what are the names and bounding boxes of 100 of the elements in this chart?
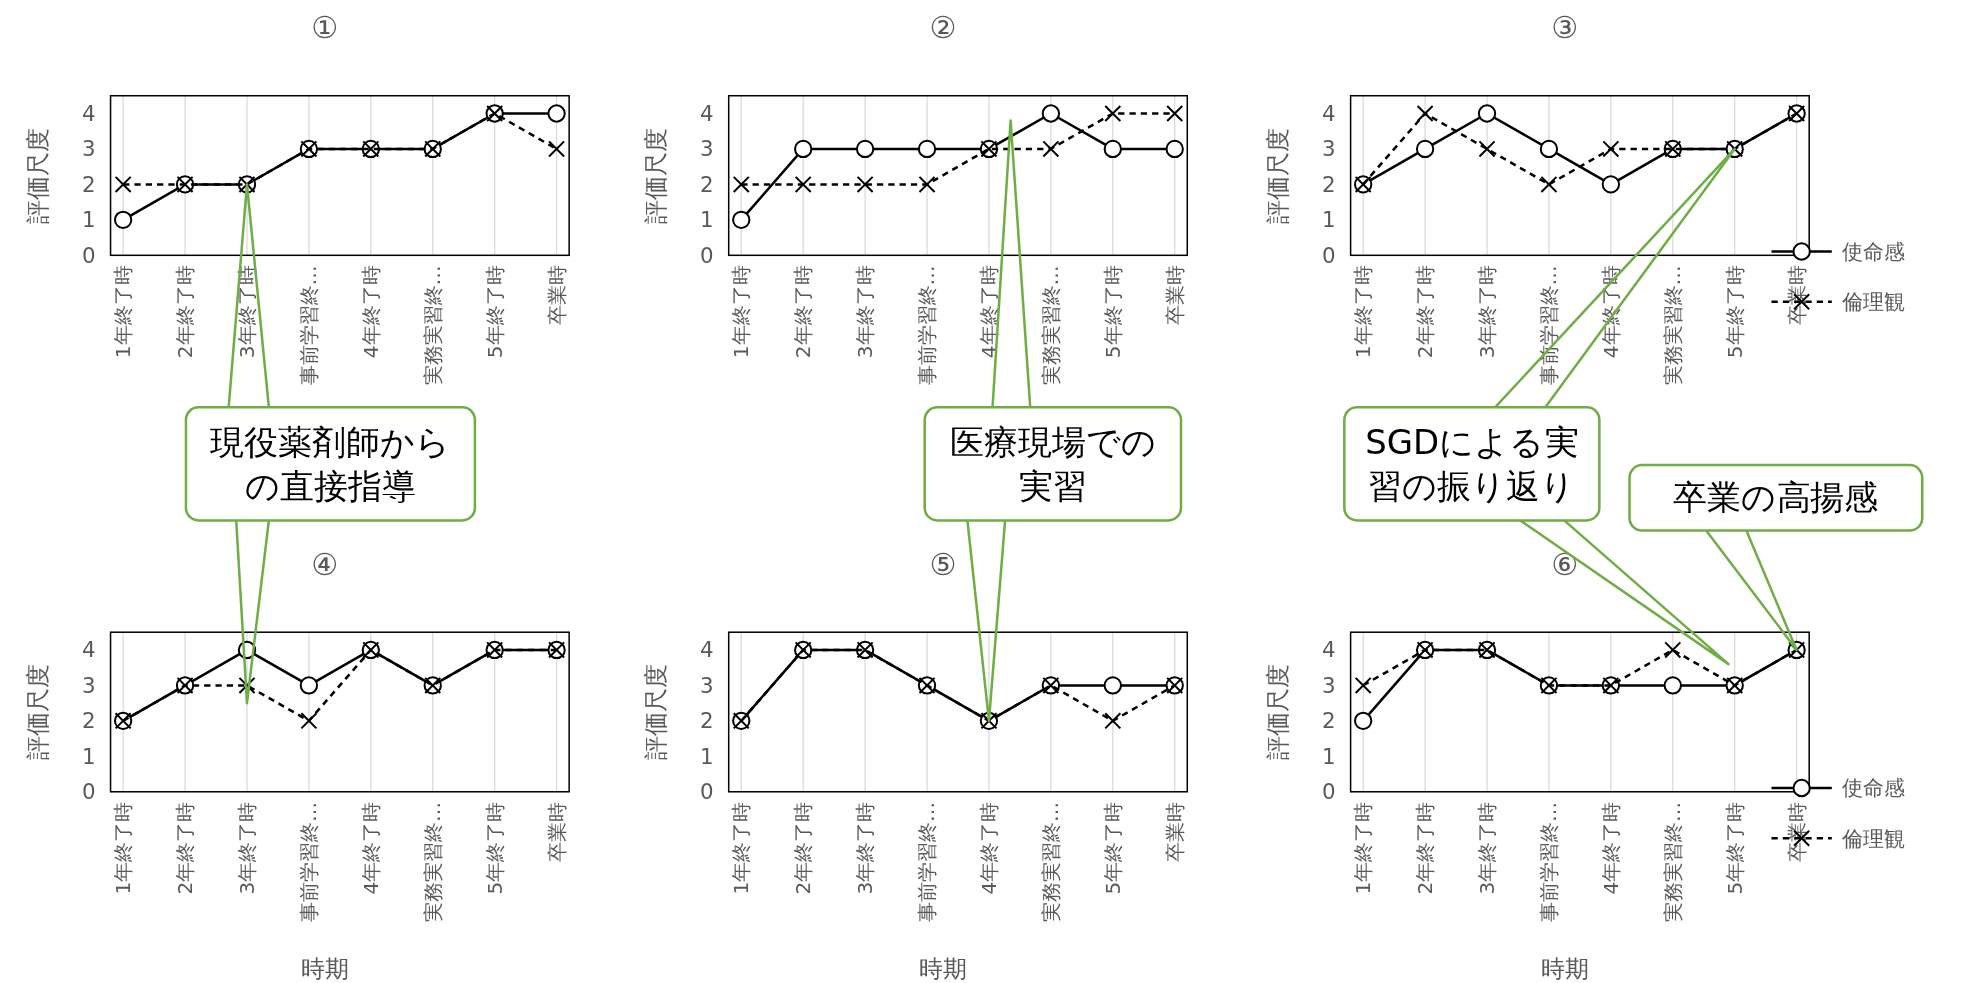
y-tick-label: 2 [1321, 171, 1336, 197]
point [1165, 139, 1184, 159]
y-axis-title: 評価尺度 [23, 663, 52, 760]
y-tick-label: 1 [1321, 743, 1336, 769]
point [1166, 104, 1184, 123]
x-tick-label: 2年終了時 [791, 801, 816, 895]
x-tick-label: 2年終了時 [173, 801, 198, 895]
x-tick-label: 1年終了時 [1351, 801, 1376, 895]
point [113, 210, 133, 230]
x-tick-label: 実務実習終… [1038, 801, 1063, 922]
y-tick-label: 3 [81, 136, 96, 162]
chart-title: ② [929, 10, 957, 46]
y-tick-label: 1 [81, 743, 96, 769]
point [794, 139, 813, 159]
y-tick-label: 0 [81, 242, 96, 268]
x-tick-label: 5年終了時 [1722, 801, 1747, 895]
x-tick-label: 4年終了時 [976, 801, 1001, 895]
chart-title: ⑤ [929, 546, 957, 582]
y-tick-label: 4 [1321, 637, 1336, 663]
y-tick-label: 1 [81, 207, 96, 233]
point [1416, 104, 1434, 123]
y-tick-label: 0 [700, 779, 714, 805]
point [1104, 104, 1122, 123]
y-tick-label: 0 [1321, 242, 1336, 268]
y-tick-label: 3 [1321, 136, 1336, 162]
point [1042, 140, 1060, 158]
x-axis-title: 時期 [918, 954, 967, 983]
point [732, 210, 751, 230]
point [1103, 139, 1122, 159]
point [856, 175, 874, 193]
x-tick-label: 卒業時 [544, 801, 569, 862]
x-tick-label: 事前学習終… [915, 265, 940, 386]
chart-title: ① [311, 10, 339, 46]
x-tick-label: 卒業時 [1162, 265, 1187, 326]
x-tick-label: 実務実習終… [1038, 265, 1063, 386]
x-tick-label: 4年終了時 [358, 801, 383, 895]
point [548, 140, 566, 158]
y-tick-label: 3 [81, 672, 96, 698]
y-axis-title: 評価尺度 [641, 127, 670, 224]
x-tick-label: 1年終了時 [111, 801, 136, 895]
point [732, 175, 750, 193]
y-axis-title: 評価尺度 [23, 127, 52, 224]
x-tick-label: 1年終了時 [729, 265, 754, 359]
y-tick-label: 3 [1321, 672, 1336, 698]
x-tick-label: 5年終了時 [482, 801, 507, 895]
x-tick-label: 3年終了時 [234, 801, 259, 895]
x-tick-label: 2年終了時 [791, 265, 816, 359]
x-tick-label: 事前学習終… [296, 265, 321, 386]
x-tick-label: 事前学習終… [296, 801, 321, 922]
x-tick-label: 2年終了時 [173, 265, 198, 359]
y-tick-label: 3 [700, 136, 714, 162]
point [917, 139, 937, 159]
point [300, 712, 318, 730]
y-tick-label: 4 [81, 100, 96, 126]
x-tick-label: 2年終了時 [1413, 801, 1438, 895]
x-tick-label: 5年終了時 [1100, 801, 1125, 895]
x-axis-title: 時期 [300, 954, 349, 983]
y-tick-label: 2 [1321, 708, 1336, 734]
y-tick-label: 4 [81, 637, 96, 663]
y-tick-label: 1 [700, 743, 714, 769]
x-tick-label: 実務実習終… [420, 265, 445, 386]
point [238, 676, 256, 694]
y-tick-label: 4 [1321, 100, 1336, 126]
point [918, 175, 936, 193]
y-tick-label: 2 [700, 708, 714, 734]
y-tick-label: 3 [700, 672, 714, 698]
y-tick-label: 1 [700, 207, 714, 233]
legend-label: 使命感 [1841, 775, 1905, 801]
x-tick-label: 1年終了時 [729, 801, 754, 895]
y-tick-label: 0 [81, 779, 96, 805]
chart-title: ④ [311, 546, 339, 582]
point [299, 676, 319, 695]
text: 医療現場での実習 [948, 421, 1157, 508]
point [1477, 104, 1497, 123]
y-axis-title: 評価尺度 [1263, 127, 1292, 224]
y-tick-label: 2 [81, 171, 96, 197]
y-tick-label: 2 [700, 171, 714, 197]
y-tick-label: 4 [700, 637, 714, 663]
x-tick-label: 3年終了時 [1475, 801, 1500, 895]
x-tick-label: 3年終了時 [853, 801, 878, 895]
y-axis-title: 評価尺度 [641, 663, 670, 760]
x-axis-title: 時期 [1540, 954, 1589, 983]
x-tick-label: 事前学習終… [915, 801, 940, 922]
legend-label: 使命感 [1841, 239, 1905, 265]
point [114, 175, 132, 193]
point [1354, 676, 1372, 694]
x-tick-label: 4年終了時 [358, 265, 383, 359]
x-tick-label: 1年終了時 [111, 265, 136, 359]
x-tick-label: 5年終了時 [482, 265, 507, 359]
y-axis-title: 評価尺度 [1263, 663, 1292, 760]
x-tick-label: 卒業時 [544, 265, 569, 326]
x-tick-label: 3年終了時 [853, 265, 878, 359]
x-tick-label: 卒業時 [1162, 801, 1187, 862]
x-tick-label: 4年終了時 [1598, 801, 1623, 895]
x-tick-label: 実務実習終… [1660, 801, 1685, 922]
y-tick-label: 0 [1321, 779, 1336, 805]
point [855, 139, 875, 159]
y-tick-label: 2 [81, 708, 96, 734]
point [547, 104, 566, 123]
point [1103, 676, 1122, 695]
